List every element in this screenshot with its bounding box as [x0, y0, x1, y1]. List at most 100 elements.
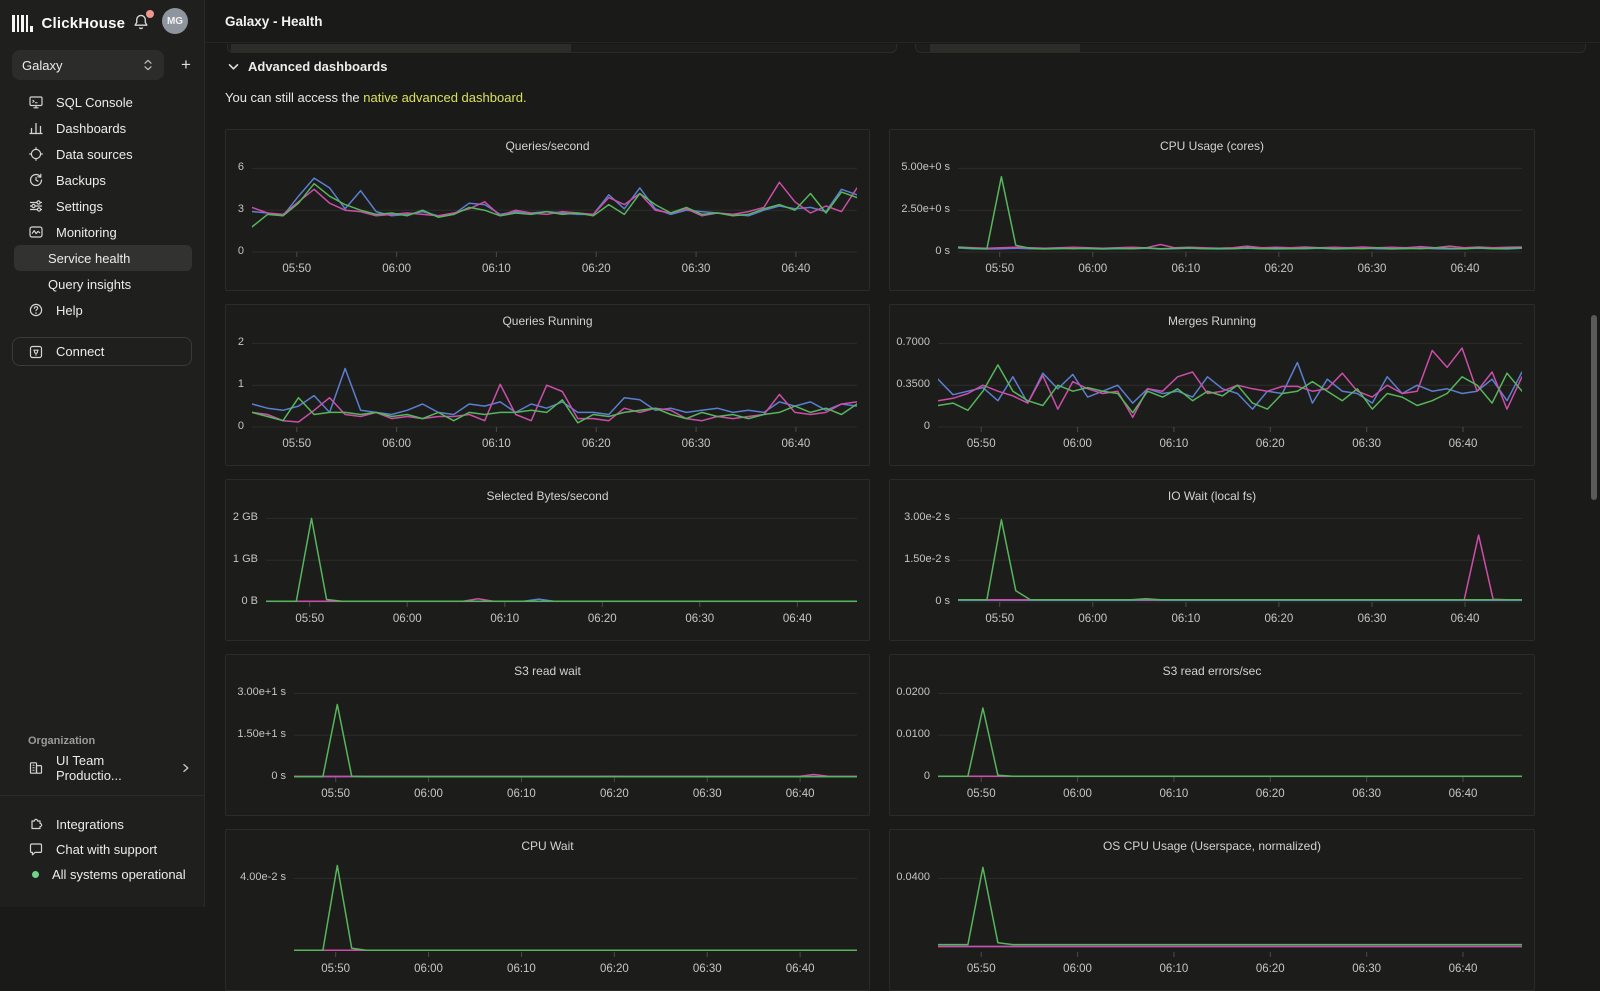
x-axis-tick-label: 05:50 — [985, 613, 1015, 625]
x-axis-tick-label: 06:40 — [1448, 963, 1478, 975]
y-axis-tick-label: 6 — [237, 161, 244, 174]
x-axis-tick-label: 06:00 — [1063, 963, 1092, 975]
chart-plot — [294, 685, 857, 782]
stub-strip — [930, 44, 1080, 52]
x-axis-tick-label: 06:30 — [685, 613, 715, 625]
y-axis-tick-label: 2 GB — [232, 511, 258, 524]
sidebar-divider — [0, 795, 204, 796]
y-axis-tick-label: 0 — [237, 420, 244, 432]
x-axis-tick-label: 06:10 — [1159, 788, 1189, 800]
x-axis-tick-label: 06:40 — [781, 263, 811, 275]
sidebar-item-query-insights[interactable]: Query insights — [14, 271, 192, 297]
page-title: Galaxy - Health — [225, 14, 323, 29]
notifications-button[interactable] — [132, 10, 154, 33]
x-axis-tick-label: 05:50 — [295, 613, 325, 625]
x-axis-tick-label: 06:00 — [1063, 788, 1092, 800]
x-axis-tick-label: 06:40 — [781, 438, 811, 450]
organization-icon — [28, 760, 44, 776]
section-note: You can still access the native advanced… — [225, 90, 527, 105]
y-axis-tick-label: 3.00e+1 s — [237, 686, 286, 699]
connect-label: Connect — [56, 344, 105, 359]
connect-button[interactable]: Connect — [12, 337, 192, 366]
chart-plot — [938, 860, 1522, 957]
x-axis-tick-label: 06:10 — [482, 438, 511, 450]
sidebar-item-label: Help — [56, 302, 83, 318]
sidebar-item-monitoring[interactable]: Monitoring — [14, 219, 192, 245]
sidebar-item-service-health[interactable]: Service health — [14, 245, 192, 271]
sidebar-item-integrations[interactable]: Integrations — [14, 811, 192, 837]
chart-card-s3-read-wait: S3 read wait 0 s 1.50e+1 s 3.00e+1 s 05:50 0… — [225, 654, 870, 816]
organization-switcher[interactable]: UI Team Productio... — [14, 753, 196, 783]
chart-plot — [266, 510, 857, 607]
stub-strip — [231, 44, 571, 52]
chart-title: IO Wait (local fs) — [1167, 489, 1257, 503]
sidebar-item-label: Dashboards — [56, 120, 127, 136]
help-icon — [28, 302, 44, 318]
note-text: You can still access the — [225, 90, 364, 105]
section-title: Advanced dashboards — [248, 59, 388, 74]
sidebar: ClickHouse MG Galaxy + SQL Console Dashb… — [0, 0, 205, 907]
sidebar-item-sql-console[interactable]: SQL Console — [14, 89, 192, 115]
x-axis-tick-label: 06:00 — [414, 963, 443, 975]
add-service-button[interactable]: + — [181, 55, 191, 74]
clickhouse-logo-icon — [12, 14, 33, 32]
y-axis-tick-label: 0.0200 — [896, 686, 930, 699]
puzzle-icon — [28, 816, 44, 832]
system-status-link[interactable]: All systems operational — [14, 861, 192, 887]
y-axis-tick-label: 0.0400 — [896, 871, 930, 884]
y-axis-tick-label: 0.0100 — [896, 728, 930, 741]
x-axis-tick-label: 06:00 — [1063, 438, 1092, 450]
x-axis-tick-label: 06:20 — [599, 963, 629, 975]
chart-plot — [958, 510, 1522, 607]
y-axis-tick-label: 0 — [237, 245, 244, 257]
sidebar-item-chat-support[interactable]: Chat with support — [14, 836, 192, 862]
x-axis-tick-label: 06:10 — [507, 963, 536, 975]
y-axis-tick-label: 1.50e-2 s — [904, 553, 950, 566]
service-selector[interactable]: Galaxy — [12, 50, 164, 80]
sidebar-item-backups[interactable]: Backups — [14, 167, 192, 193]
sidebar-item-dashboards[interactable]: Dashboards — [14, 115, 192, 141]
x-axis-tick-label: 06:10 — [1159, 963, 1189, 975]
y-axis-tick-label: 2.50e+0 s — [901, 203, 950, 216]
x-axis-tick-label: 06:00 — [392, 613, 422, 625]
y-axis-tick-label: 0 — [923, 770, 930, 782]
sidebar-item-data-sources[interactable]: Data sources — [14, 141, 192, 167]
chart-card-cpu-usage: CPU Usage (cores) 0 s 2.50e+0 s 5.00e+0 s 0… — [889, 129, 1535, 291]
x-axis-tick-label: 06:30 — [1352, 963, 1382, 975]
x-axis-tick-label: 06:20 — [1264, 263, 1294, 275]
sidebar-item-help[interactable]: Help — [14, 297, 192, 323]
x-axis-tick-label: 06:40 — [1450, 263, 1480, 275]
y-axis-tick-label: 2 — [237, 336, 244, 349]
x-axis-tick-label: 06:40 — [1448, 788, 1478, 800]
y-axis-tick-label: 3 — [237, 203, 244, 216]
scrolled-card-stub — [915, 44, 1586, 53]
avatar[interactable]: MG — [162, 8, 188, 34]
chart-title: CPU Wait — [521, 839, 574, 853]
x-axis-tick-label: 06:20 — [587, 613, 617, 625]
sidebar-item-label: Backups — [56, 172, 106, 188]
x-axis-tick-label: 06:00 — [382, 438, 411, 450]
chart-plot — [938, 335, 1522, 432]
vertical-scrollbar[interactable] — [1591, 315, 1597, 500]
x-axis-tick-label: 06:30 — [1357, 613, 1387, 625]
x-axis-tick-label: 06:30 — [681, 438, 711, 450]
x-axis-tick-label: 06:10 — [1159, 438, 1189, 450]
x-axis-tick-label: 06:00 — [1078, 613, 1108, 625]
native-dashboard-link[interactable]: native advanced dashboard. — [363, 90, 527, 105]
x-axis-tick-label: 06:40 — [785, 788, 815, 800]
x-axis-tick-label: 06:20 — [1255, 963, 1285, 975]
x-axis-tick-label: 05:50 — [282, 438, 312, 450]
x-axis-tick-label: 06:20 — [581, 438, 611, 450]
y-axis-tick-label: 0 s — [935, 595, 950, 607]
x-axis-tick-label: 06:30 — [692, 788, 722, 800]
advanced-dashboards-toggle[interactable]: Advanced dashboards — [228, 59, 387, 74]
x-axis-tick-label: 06:20 — [581, 263, 611, 275]
sidebar-item-settings[interactable]: Settings — [14, 193, 192, 219]
x-axis-tick-label: 06:20 — [599, 788, 629, 800]
y-axis-tick-label: 0.3500 — [896, 378, 930, 391]
y-axis-tick-label: 0 s — [271, 770, 286, 782]
chart-card-cpu-wait: CPU Wait 4.00e-2 s 05:50 06:00 06:10 06:20 06… — [225, 829, 870, 991]
x-axis-tick-label: 06:40 — [1448, 438, 1478, 450]
x-axis-tick-label: 06:10 — [507, 788, 536, 800]
sidebar-item-label: Data sources — [56, 146, 133, 162]
